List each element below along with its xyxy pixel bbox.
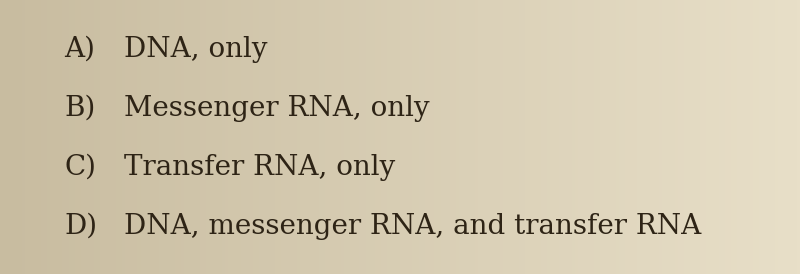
- Text: DNA, messenger RNA, and transfer RNA: DNA, messenger RNA, and transfer RNA: [124, 213, 702, 239]
- Text: C): C): [64, 154, 96, 181]
- Text: Transfer RNA, only: Transfer RNA, only: [124, 154, 395, 181]
- Text: D): D): [64, 213, 97, 239]
- Text: DNA, only: DNA, only: [124, 36, 267, 63]
- Text: B): B): [64, 95, 95, 122]
- Text: A): A): [64, 36, 95, 63]
- Text: Messenger RNA, only: Messenger RNA, only: [124, 95, 430, 122]
